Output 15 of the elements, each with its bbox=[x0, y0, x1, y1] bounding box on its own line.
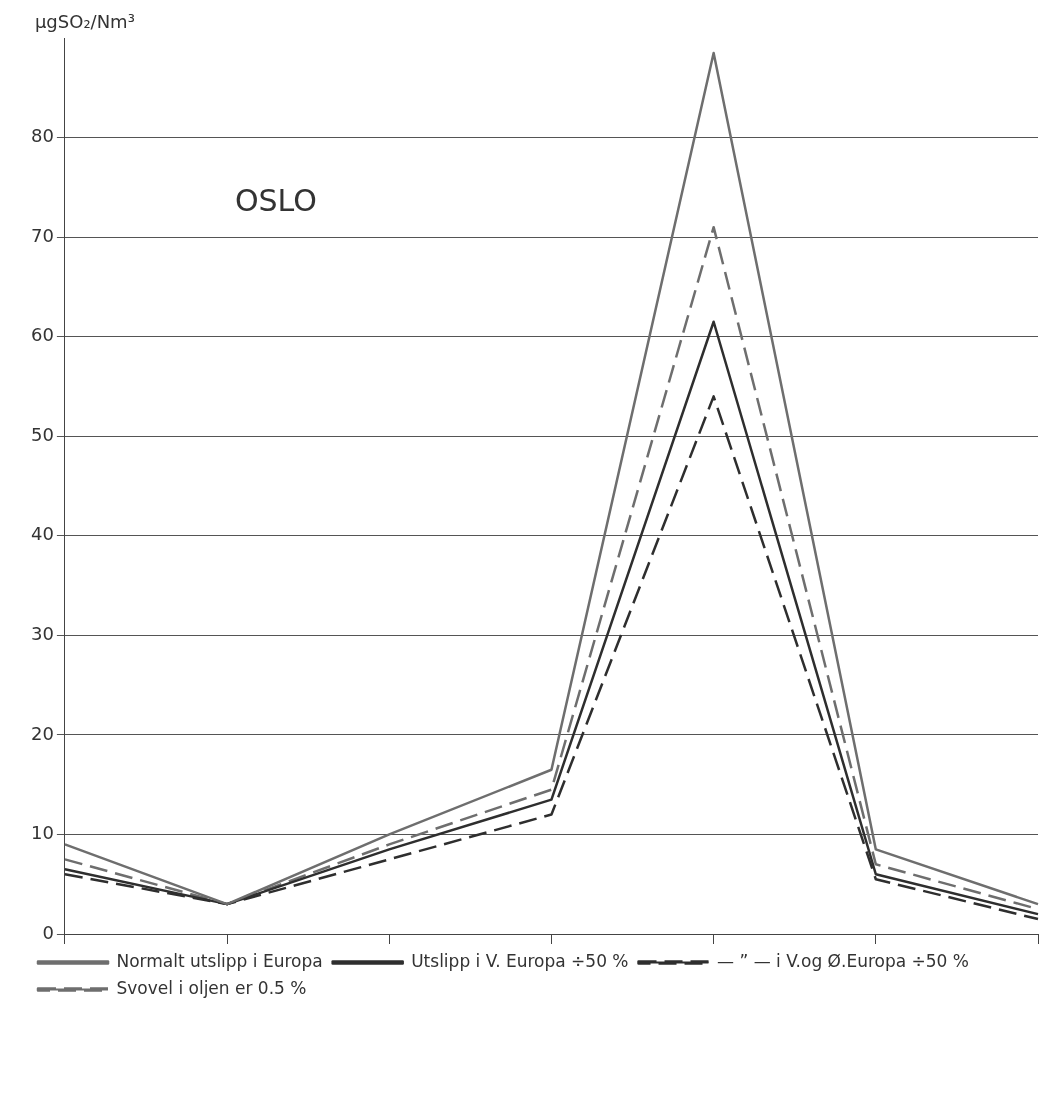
legend-label: Normalt utslipp i Europa bbox=[116, 950, 323, 971]
legend-label: — ” — i V.og Ø.Europa ÷50 % bbox=[717, 950, 969, 971]
y-tick-label: 20 bbox=[31, 722, 54, 744]
y-tick-label: 70 bbox=[31, 224, 54, 246]
legend-label: Svovel i oljen er 0.5 % bbox=[116, 977, 307, 998]
y-tick-label: 0 bbox=[42, 921, 54, 943]
y-tick-label: 60 bbox=[31, 324, 54, 346]
y-tick-label: 40 bbox=[31, 523, 54, 545]
y-tick-label: 80 bbox=[31, 125, 54, 147]
y-tick-label: 10 bbox=[31, 822, 54, 844]
legend-label: Utslipp i V. Europa ÷50 % bbox=[411, 950, 629, 971]
y-tick-label: 50 bbox=[31, 423, 54, 445]
y-axis-title: μgSO₂/Nm³ bbox=[34, 10, 135, 32]
text: OSLO bbox=[234, 182, 317, 218]
y-tick-label: 30 bbox=[31, 623, 54, 645]
